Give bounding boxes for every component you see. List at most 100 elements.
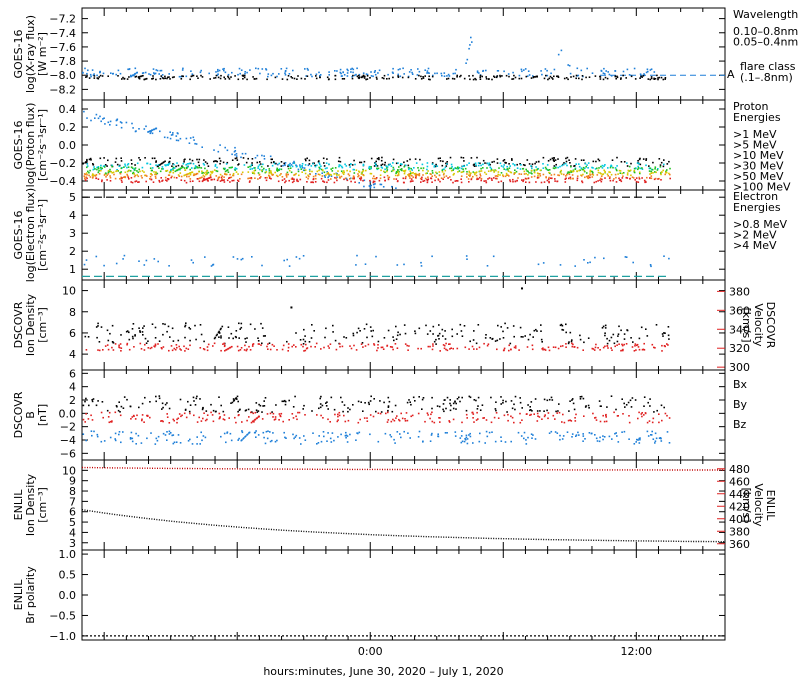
- data-point: [563, 77, 566, 80]
- data-point: [436, 172, 438, 175]
- data-point: [226, 149, 229, 152]
- data-point: [82, 404, 85, 407]
- data-point: [413, 173, 416, 175]
- data-point: [443, 344, 446, 347]
- data-point: [449, 156, 452, 159]
- data-point: [542, 167, 545, 169]
- data-point: [394, 404, 397, 407]
- data-point: [111, 420, 113, 422]
- data-point: [599, 349, 601, 351]
- data-point: [468, 181, 470, 183]
- data-point: [253, 170, 256, 172]
- data-point: [280, 412, 283, 415]
- data-point: [246, 337, 248, 339]
- data-point: [635, 349, 637, 351]
- data-point: [461, 396, 463, 399]
- data-point: [164, 75, 166, 78]
- data-point: [452, 181, 454, 184]
- data-point: [605, 420, 608, 423]
- data-point: [145, 259, 148, 262]
- data-point: [366, 75, 369, 77]
- data-point: [409, 174, 412, 176]
- data-point: [184, 409, 187, 411]
- data-point: [154, 326, 157, 329]
- data-point: [641, 348, 644, 351]
- data-point: [530, 433, 533, 435]
- data-point: [185, 137, 188, 140]
- data-point: [86, 165, 89, 167]
- data-point: [632, 177, 635, 179]
- data-point: [581, 168, 583, 171]
- data-point: [85, 413, 87, 415]
- data-point: [650, 175, 653, 177]
- ylabel-line: [cm⁻²s⁻¹sr⁻¹]: [36, 109, 49, 181]
- data-point: [170, 134, 173, 136]
- data-point: [304, 414, 306, 416]
- data-point: [106, 344, 109, 346]
- ytick-label-right: 340: [729, 323, 750, 336]
- data-point: [375, 76, 378, 79]
- data-point: [82, 418, 85, 421]
- data-point: [663, 345, 666, 347]
- data-point: [293, 160, 295, 163]
- data-point: [122, 431, 124, 433]
- data-point: [269, 412, 272, 415]
- data-point: [313, 162, 315, 164]
- data-point: [472, 78, 475, 81]
- data-point: [84, 179, 87, 181]
- data-point: [654, 177, 657, 180]
- data-point: [235, 330, 238, 332]
- data-point: [203, 348, 206, 351]
- data-point: [635, 180, 638, 183]
- data-point: [330, 441, 333, 443]
- data-point: [531, 437, 533, 439]
- data-point: [408, 173, 410, 175]
- data-point: [560, 49, 563, 52]
- data-point: [248, 345, 250, 348]
- data-point: [253, 78, 256, 80]
- data-point: [277, 175, 279, 178]
- data-point: [237, 410, 239, 413]
- data-point: [327, 173, 330, 175]
- data-point: [89, 157, 92, 160]
- series-yellow: [85, 169, 670, 177]
- data-point: [657, 77, 659, 79]
- data-point: [304, 335, 306, 337]
- data-point: [270, 170, 272, 172]
- data-point: [614, 70, 616, 72]
- data-point: [245, 341, 247, 343]
- data-point: [502, 174, 504, 176]
- data-point: [469, 174, 472, 176]
- data-point: [472, 413, 475, 415]
- data-point: [556, 432, 559, 434]
- data-point: [261, 170, 263, 173]
- data-point: [103, 440, 106, 442]
- data-point: [257, 410, 260, 412]
- ylabel-line: [cm⁻³]: [36, 487, 49, 523]
- data-point: [500, 180, 503, 183]
- data-point: [623, 402, 625, 405]
- data-point: [341, 75, 343, 77]
- data-point: [381, 77, 384, 79]
- data-point: [437, 178, 439, 180]
- flare-class-label: A: [727, 68, 735, 81]
- data-point: [160, 75, 163, 77]
- data-point: [582, 173, 584, 176]
- data-point: [397, 171, 399, 173]
- data-point: [419, 158, 421, 161]
- data-point: [141, 170, 144, 172]
- data-point: [345, 337, 348, 339]
- data-point: [533, 413, 535, 415]
- data-point: [616, 75, 618, 78]
- data-point: [525, 181, 527, 183]
- data-point: [132, 323, 135, 325]
- data-point: [504, 441, 507, 443]
- data-point: [251, 345, 254, 347]
- data-point: [511, 158, 513, 160]
- data-point: [501, 75, 503, 77]
- data-point: [152, 75, 154, 77]
- data-point: [161, 166, 164, 168]
- ylabel-line: DSCOVR: [12, 301, 25, 348]
- data-point: [545, 176, 547, 178]
- data-point: [170, 345, 173, 347]
